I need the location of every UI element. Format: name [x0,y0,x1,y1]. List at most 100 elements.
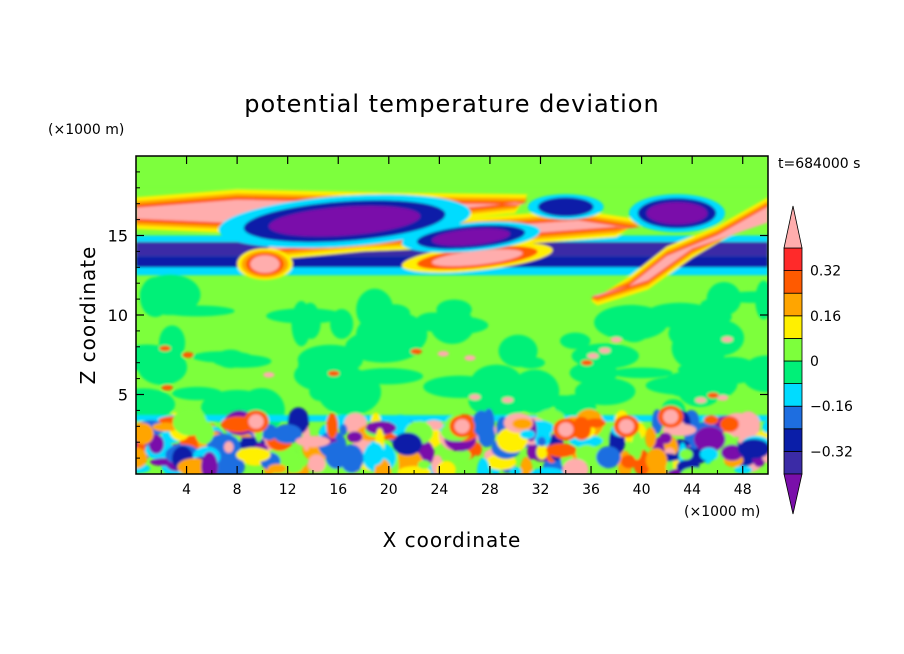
bl-eddy [659,432,672,444]
warm-plume [591,206,768,297]
colorbar-segment [783,405,803,430]
bl-eddy [136,423,154,445]
mid-teal-patch [213,354,272,368]
bl-eddy [456,449,471,461]
bl-eddy [537,436,546,447]
mid-teal-patch [345,329,422,363]
warm-speck [695,397,707,404]
bl-eddy [680,467,707,474]
bl-eddy [596,446,621,469]
mid-teal-patch [301,306,321,340]
mid-teal-patch [415,312,451,332]
mid-teal-patch [571,343,639,369]
warm-speck [599,347,611,354]
thermal-plume [558,422,574,437]
bl-eddy [719,416,740,433]
mid-teal-patch [136,388,176,421]
warm-speck [587,353,599,359]
bl-eddy [283,456,304,474]
bl-eddy [632,431,643,460]
bl-eddy [473,442,482,456]
y-axis: 5 10 15 [108,171,768,459]
bl-eddy [307,454,326,473]
bl-eddy [476,457,490,474]
x-tick-label: 4 [182,482,191,498]
warm-speck [182,352,194,358]
bl-eddy [645,427,657,449]
cold-core-middle [431,228,511,246]
mid-teal-patch [309,381,332,401]
mid-teal-patch [330,309,354,339]
cold-core-right [646,202,708,225]
colorbar-tick-label: −0.16 [810,399,853,415]
y-unit-label: (×1000 m) [48,122,124,138]
bl-eddy [472,410,491,437]
y-tick-label: 15 [108,227,128,246]
bl-eddy [520,429,536,439]
bl-eddy [392,432,423,456]
thermal-plume [618,419,635,434]
bl-eddy [136,447,148,469]
x-tick-label: 44 [683,482,701,498]
bl-eddy [679,448,693,460]
mid-teal-patch [615,306,653,343]
colorbar-segment [783,360,803,385]
chart-title: potential temperature deviation [244,90,659,118]
colorbar-min-arrow [783,473,803,515]
mid-teal-patch [560,332,591,350]
bl-eddy [172,408,207,436]
bl-eddy [693,426,726,453]
bl-eddy [339,424,348,436]
mid-teal-patch [294,358,361,393]
bl-eddy [762,421,768,434]
bl-eddy [295,435,331,447]
bl-eddy [148,434,164,454]
x-tick-label: 36 [582,482,600,498]
colorbar-segment [783,450,803,475]
mid-teal-patch [755,280,768,320]
thermal-plume [663,409,679,424]
thermal-plume [454,419,470,434]
mid-teal-patch [516,357,546,369]
warm-speck [721,336,733,343]
x-axis: 4 8 12 16 20 24 28 32 36 40 44 48 [160,156,752,498]
bl-eddy [496,427,528,453]
thermal-plume [248,414,264,429]
time-label: t=684000 s [778,156,860,172]
x-tick-label: 28 [481,482,499,498]
mid-teal-patch [139,277,171,318]
upper-green-layer [136,156,768,188]
colorbar-tick-label: 0.16 [810,309,841,325]
x-tick-label: 12 [279,482,297,498]
colorbar-tick-label: 0.32 [810,264,841,280]
colorbar: 0.32 0.16 0 −0.16 −0.32 [783,205,853,515]
bl-eddy [546,443,577,458]
bl-eddy [520,456,533,474]
y-axis-label: Z coordinate [76,246,100,385]
bl-eddy [736,411,761,440]
bl-eddy [365,421,397,435]
bl-eddy [737,439,768,459]
bl-eddy [509,466,522,474]
bl-eddy [340,444,364,474]
mid-teal-patch [137,349,188,385]
x-tick-label: 32 [532,482,550,498]
bl-eddy [201,451,218,474]
bl-eddy [436,460,456,474]
mid-teal-patch [700,297,739,312]
x-tick-label: 20 [380,482,398,498]
warm-speck [410,348,422,355]
bl-eddy [645,448,668,473]
warm-speck [161,384,173,391]
colorbar-segment [783,247,803,272]
colorbar-segment [783,337,803,362]
x-tick-label: 16 [329,482,347,498]
bl-eddy [236,447,271,463]
y-tick-label: 10 [108,306,128,325]
warm-speck [717,395,729,401]
bl-eddy [347,431,363,443]
bl-eddy [562,458,589,474]
bl-eddy [267,464,287,474]
colorbar-tick-label: −0.32 [810,444,853,460]
